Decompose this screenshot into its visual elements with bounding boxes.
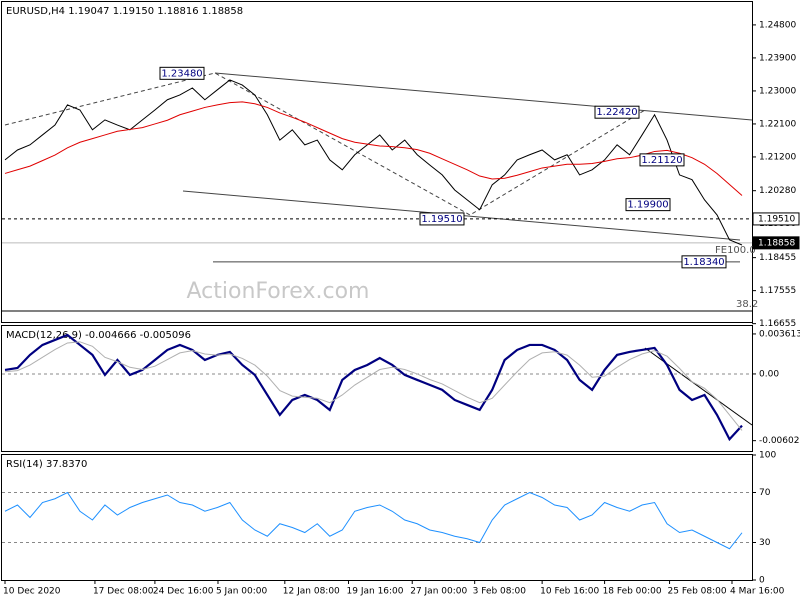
price-marker xyxy=(752,212,800,226)
x-tick-label: 18 Feb 00:00 xyxy=(603,587,662,597)
series-line xyxy=(4,333,743,442)
level-box xyxy=(681,255,727,269)
macd-panel xyxy=(1,325,753,452)
level-box xyxy=(594,105,640,119)
chart-title: EURUSD,H4 1.19047 1.19150 1.18816 1.1885… xyxy=(6,6,243,17)
series-line xyxy=(4,341,743,431)
level-label: 1.18340 xyxy=(683,257,724,268)
x-tick-label: 4 Mar 16:00 xyxy=(730,587,785,597)
y-tick-label: 0 xyxy=(759,576,765,586)
level-box xyxy=(625,198,671,212)
y-tick-label: 1.23000 xyxy=(759,86,796,96)
x-tick-label: 5 Jan 00:00 xyxy=(216,587,268,597)
wave-line xyxy=(4,72,646,216)
x-tick-label: 17 Dec 08:00 xyxy=(93,587,154,597)
level-box xyxy=(159,66,205,80)
price-marker-label: 1.19510 xyxy=(758,214,795,224)
y-tick-label: 30 xyxy=(759,538,771,548)
x-tick-label: 25 Feb 08:00 xyxy=(668,587,727,597)
channel-upper xyxy=(214,72,753,121)
level-label: 1.23480 xyxy=(161,68,202,79)
level-label: 1.19900 xyxy=(627,200,668,211)
macd-title: MACD(12,26,9) -0.004666 -0.005096 xyxy=(6,330,191,341)
rsi-title: RSI(14) 37.8370 xyxy=(6,459,87,470)
fe-label: FE100.0 xyxy=(715,245,756,256)
y-tick-label: 1.21200 xyxy=(759,152,796,162)
series-line xyxy=(4,79,743,246)
rsi-panel xyxy=(1,454,753,581)
x-tick-label: 3 Feb 08:00 xyxy=(473,587,527,597)
y-tick-label: -0.006026 xyxy=(759,436,800,446)
x-tick-label: 24 Dec 16:00 xyxy=(153,587,214,597)
y-tick-label: 1.23900 xyxy=(759,53,796,63)
level-label: 1.19510 xyxy=(421,214,462,225)
y-tick-label: 100 xyxy=(759,451,776,461)
level-box xyxy=(419,212,465,226)
price-panel xyxy=(1,1,753,323)
y-tick-label: 1.22100 xyxy=(759,119,796,129)
price-marker-label: 1.18858 xyxy=(758,238,795,248)
y-tick-label: 0.003613 xyxy=(759,329,800,339)
fib-label: 38.2 xyxy=(736,299,758,310)
x-tick-label: 10 Dec 2020 xyxy=(3,587,61,597)
y-tick-label: 1.24800 xyxy=(759,20,796,30)
level-label: 1.22420 xyxy=(596,107,637,118)
y-tick-label: 70 xyxy=(759,488,771,498)
y-tick-label: 1.16655 xyxy=(759,319,796,329)
level-box xyxy=(639,153,685,167)
x-tick-label: 27 Jan 00:00 xyxy=(410,587,467,597)
series-line xyxy=(4,101,743,196)
x-tick-label: 12 Jan 08:00 xyxy=(283,587,340,597)
x-tick-label: 10 Feb 16:00 xyxy=(540,587,599,597)
level-label: 1.21120 xyxy=(641,155,682,166)
series-line xyxy=(4,491,743,550)
y-tick-label: 1.20280 xyxy=(759,186,796,196)
y-tick-label: 1.18455 xyxy=(759,253,796,263)
y-tick-label: 0.00 xyxy=(759,369,779,379)
price-marker xyxy=(752,236,800,250)
x-tick-label: 19 Jan 16:00 xyxy=(347,587,404,597)
watermark: ActionForex.com xyxy=(187,279,370,304)
y-tick-label: 1.17555 xyxy=(759,286,796,296)
